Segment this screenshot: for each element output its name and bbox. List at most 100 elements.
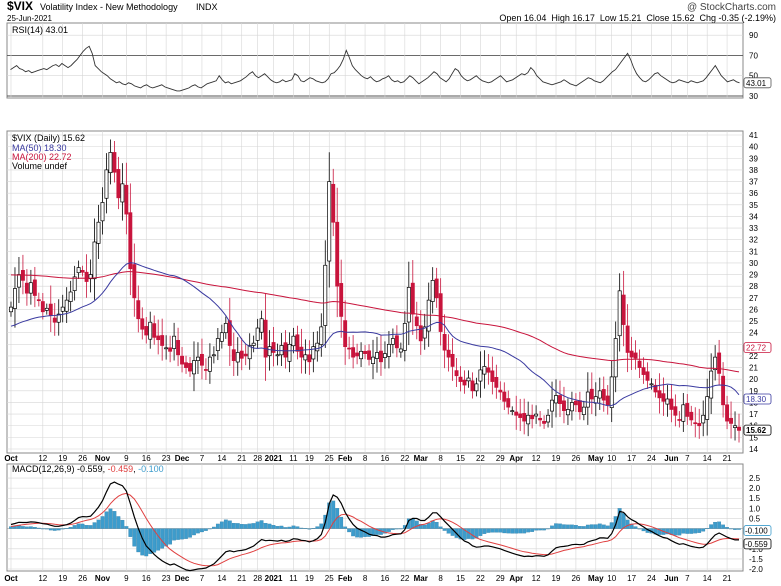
- histogram-bar: [96, 519, 101, 529]
- macd-x-tick-label: 21: [237, 574, 246, 583]
- candle-up: [701, 414, 706, 424]
- histogram-bar: [729, 528, 733, 530]
- candle-down: [737, 426, 741, 431]
- histogram-bar: [92, 522, 97, 529]
- histogram-bar: [192, 528, 196, 536]
- candle-up: [406, 286, 411, 323]
- price-x-tick-label: Dec: [175, 454, 190, 463]
- histogram-bar: [387, 528, 391, 532]
- macd-axis-label: -1.0: [749, 545, 763, 554]
- candle-down: [494, 377, 499, 388]
- close-tag: [743, 424, 772, 436]
- histogram-bar: [657, 528, 662, 535]
- histogram-bar: [458, 528, 463, 540]
- rsi-tag: [743, 77, 772, 89]
- candle-down: [48, 303, 53, 316]
- price-axis-label: 29: [749, 271, 758, 280]
- histogram-bar: [223, 519, 228, 529]
- histogram-bar: [394, 528, 399, 530]
- histogram-bar: [367, 528, 371, 537]
- rsi-legend: RSI(14) 43.01: [12, 25, 68, 35]
- price-x-tick-label: 8: [363, 454, 368, 463]
- candle-down: [653, 384, 658, 393]
- candle-up: [255, 327, 260, 341]
- candle-down: [438, 293, 443, 332]
- macd-axis-label: 1.5: [749, 494, 761, 503]
- candle-up: [108, 152, 113, 174]
- volume-legend: Volume undef: [12, 161, 68, 171]
- histogram-bar: [522, 528, 527, 534]
- macd-x-tick-label: 26: [78, 574, 87, 583]
- histogram-bar: [625, 519, 630, 529]
- macd-axis-label: -2.0: [749, 565, 763, 574]
- candle-up: [402, 323, 407, 351]
- macd-axis-label: 1.0: [749, 504, 761, 513]
- candle-up: [303, 354, 308, 361]
- histogram-bar: [506, 528, 511, 534]
- histogram-bar: [605, 525, 610, 529]
- rsi-grid: [7, 34, 743, 97]
- ma200-current-label: 22.72: [746, 344, 767, 353]
- candle-down: [227, 320, 232, 346]
- histogram-bar: [243, 524, 248, 529]
- candle-down: [203, 369, 208, 371]
- histogram-bar: [124, 526, 129, 529]
- histogram-bar: [263, 523, 268, 529]
- histogram-bar: [295, 526, 300, 529]
- histogram-bar: [307, 528, 312, 530]
- candle-up: [375, 352, 379, 359]
- candle-down: [589, 388, 594, 400]
- histogram-bar: [25, 526, 29, 529]
- macd-axis-label: 0.5: [749, 514, 761, 523]
- histogram-bar: [219, 521, 224, 529]
- price-x-tick-label: 21: [237, 454, 246, 463]
- ma50-legend: MA(50) 18.30: [12, 143, 67, 153]
- price-axis-label: 36: [749, 189, 758, 198]
- candle-up: [72, 276, 77, 291]
- histogram-bar: [697, 528, 702, 533]
- price-x-tick-label: 22: [400, 454, 409, 463]
- candle-up: [510, 410, 515, 412]
- price-axis-label: 15: [749, 433, 758, 442]
- histogram-bar: [227, 520, 232, 529]
- candle-up: [207, 356, 212, 372]
- candle-down: [168, 347, 173, 352]
- histogram-bar: [200, 528, 204, 533]
- price-axis-label: 25: [749, 317, 758, 326]
- candle-up: [287, 343, 292, 362]
- histogram-bar: [311, 528, 316, 529]
- histogram-bar: [633, 526, 638, 529]
- candle-up: [665, 398, 670, 405]
- candle-down: [689, 411, 694, 421]
- candle-down: [351, 347, 356, 358]
- candle-up: [120, 183, 125, 203]
- histogram-bar: [88, 525, 93, 529]
- candle-down: [669, 398, 674, 410]
- candle-down: [283, 342, 288, 358]
- candle-up: [526, 414, 531, 425]
- candle-down: [355, 352, 360, 357]
- candle-down: [506, 398, 511, 408]
- price-x-tick-label: 2021: [265, 454, 283, 463]
- histogram-bar: [112, 511, 117, 529]
- histogram-bar: [733, 528, 737, 530]
- price-x-tick-label: 11: [289, 454, 298, 463]
- macd-legend-signal: -0.459: [108, 464, 134, 474]
- candle-down: [124, 184, 129, 215]
- histogram-bar: [689, 528, 694, 534]
- price-axis-label: 37: [749, 178, 758, 187]
- histogram-bar: [315, 526, 320, 529]
- candle-up: [44, 307, 49, 311]
- histogram-bar: [32, 527, 37, 529]
- histogram-bar: [621, 513, 626, 529]
- source-label[interactable]: @ StockCharts.com: [687, 2, 776, 13]
- candle-down: [462, 379, 467, 386]
- macd-legend-macd: -0.559: [77, 464, 103, 474]
- candle-down: [24, 282, 29, 294]
- histogram-bar: [40, 528, 45, 530]
- histogram-bar: [498, 528, 503, 533]
- histogram-bar: [721, 524, 725, 529]
- macd-x-tick-label: 11: [289, 574, 298, 583]
- candle-up: [223, 323, 228, 334]
- candle-up: [247, 345, 252, 360]
